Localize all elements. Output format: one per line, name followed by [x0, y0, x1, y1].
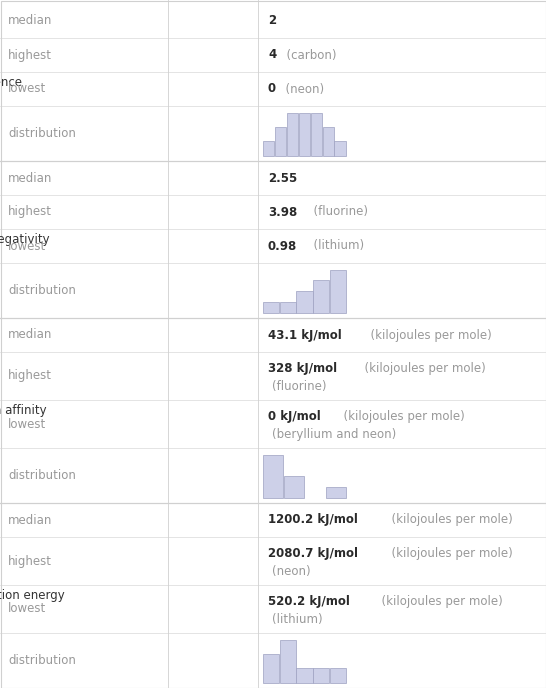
Text: electron affinity: electron affinity: [0, 404, 47, 417]
Bar: [313, 280, 329, 312]
Text: distribution: distribution: [8, 127, 76, 140]
Bar: [296, 668, 312, 682]
Bar: [325, 487, 346, 497]
Bar: [280, 640, 296, 682]
Text: lowest: lowest: [8, 418, 46, 431]
Text: 3.98: 3.98: [268, 206, 297, 219]
Text: (lithium): (lithium): [272, 613, 323, 626]
Text: (carbon): (carbon): [278, 48, 336, 61]
Text: (fluorine): (fluorine): [272, 380, 327, 393]
Text: 1200.2 kJ/mol: 1200.2 kJ/mol: [268, 513, 358, 526]
Bar: [280, 302, 296, 312]
Text: highest: highest: [8, 48, 52, 61]
Text: highest: highest: [8, 555, 52, 568]
Text: (kilojoules per mole): (kilojoules per mole): [363, 328, 492, 341]
Text: 520.2 kJ/mol: 520.2 kJ/mol: [268, 595, 350, 608]
Text: median: median: [8, 14, 52, 28]
Text: lowest: lowest: [8, 83, 46, 96]
Text: (kilojoules per mole): (kilojoules per mole): [373, 595, 502, 608]
Bar: [311, 113, 322, 155]
Text: lowest: lowest: [8, 603, 46, 616]
Text: highest: highest: [8, 206, 52, 219]
Text: highest: highest: [8, 369, 52, 383]
Text: distribution: distribution: [8, 469, 76, 482]
Bar: [275, 127, 286, 155]
Text: first ionization energy: first ionization energy: [0, 589, 65, 602]
Text: (kilojoules per mole): (kilojoules per mole): [384, 547, 513, 560]
Text: 0: 0: [268, 83, 276, 96]
Bar: [323, 127, 334, 155]
Text: median: median: [8, 328, 52, 341]
Text: 328 kJ/mol: 328 kJ/mol: [268, 363, 337, 375]
Text: electronegativity: electronegativity: [0, 233, 50, 246]
Text: distribution: distribution: [8, 654, 76, 667]
Text: 2080.7 kJ/mol: 2080.7 kJ/mol: [268, 547, 358, 560]
Bar: [263, 654, 279, 682]
Text: lowest: lowest: [8, 239, 46, 252]
Text: valence: valence: [0, 76, 23, 89]
Bar: [330, 270, 346, 312]
Text: 43.1 kJ/mol: 43.1 kJ/mol: [268, 328, 342, 341]
Text: median: median: [8, 171, 52, 184]
Text: 2.55: 2.55: [268, 171, 297, 184]
Text: 0 kJ/mol: 0 kJ/mol: [268, 410, 321, 423]
Text: (fluorine): (fluorine): [306, 206, 368, 219]
Bar: [313, 668, 329, 682]
Bar: [335, 141, 346, 155]
Text: (lithium): (lithium): [306, 239, 364, 252]
Text: 2: 2: [268, 14, 276, 28]
Text: (beryllium and neon): (beryllium and neon): [272, 428, 396, 441]
Bar: [299, 113, 310, 155]
Bar: [287, 113, 298, 155]
Text: (kilojoules per mole): (kilojoules per mole): [384, 513, 513, 526]
Bar: [330, 668, 346, 682]
Text: 0.98: 0.98: [268, 239, 297, 252]
Text: (neon): (neon): [272, 565, 311, 578]
Bar: [284, 476, 304, 497]
Bar: [296, 291, 312, 312]
Text: 4: 4: [268, 48, 276, 61]
Text: (neon): (neon): [278, 83, 325, 96]
Text: median: median: [8, 513, 52, 526]
Text: (kilojoules per mole): (kilojoules per mole): [357, 363, 486, 375]
Bar: [263, 302, 279, 312]
Text: (kilojoules per mole): (kilojoules per mole): [336, 410, 465, 423]
Text: distribution: distribution: [8, 284, 76, 297]
Bar: [263, 141, 275, 155]
Bar: [263, 455, 283, 497]
